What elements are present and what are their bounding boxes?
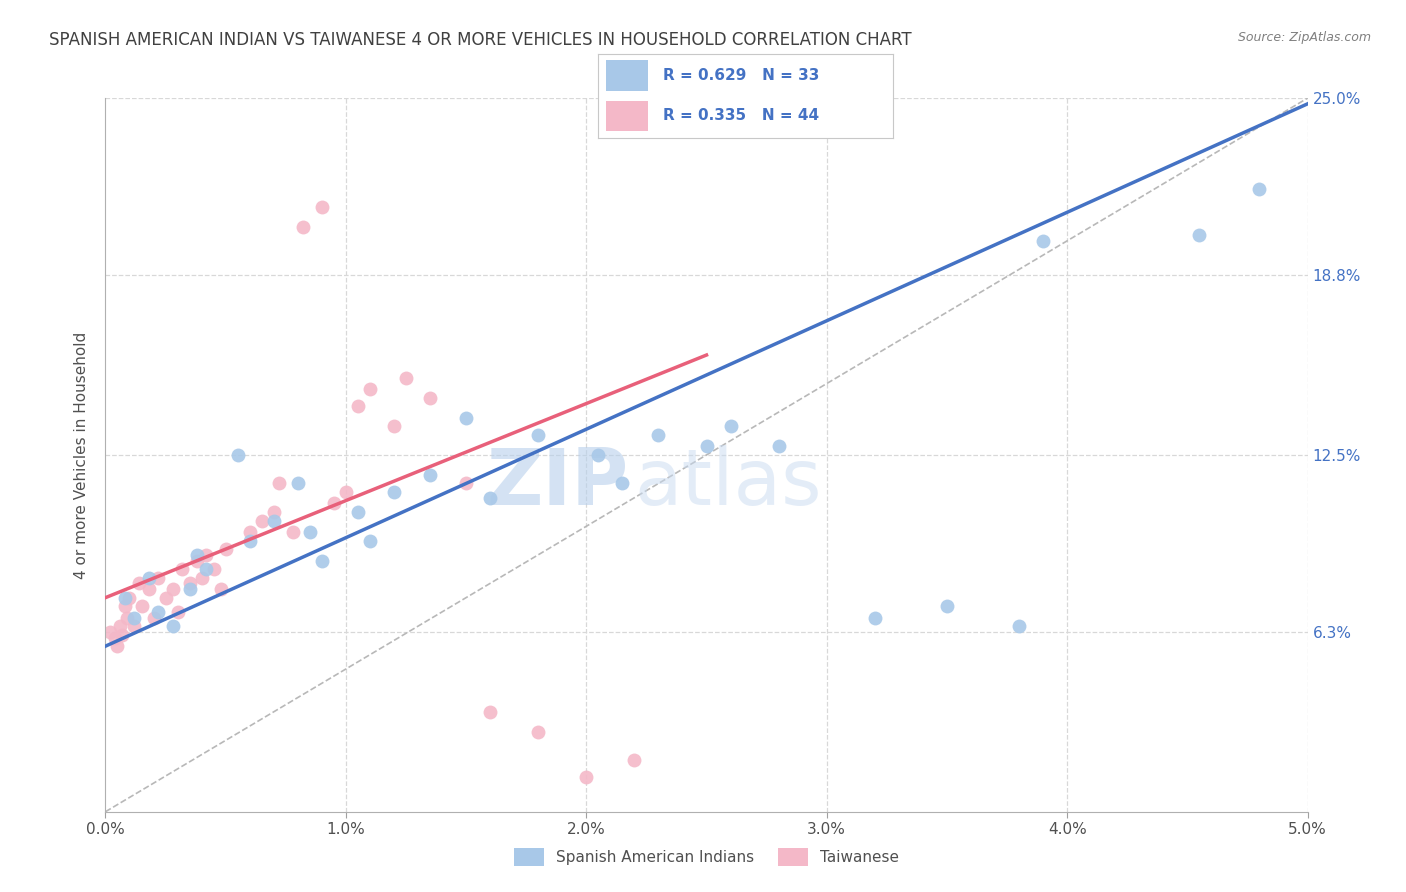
Y-axis label: 4 or more Vehicles in Household: 4 or more Vehicles in Household: [75, 331, 90, 579]
Legend: Spanish American Indians, Taiwanese: Spanish American Indians, Taiwanese: [508, 842, 905, 871]
Point: [1249, 182, 1271, 196]
Point: [1188, 228, 1211, 243]
Point: [863, 610, 886, 624]
Point: [118, 591, 141, 605]
Point: [98, 624, 121, 639]
FancyBboxPatch shape: [606, 101, 648, 131]
Point: [148, 605, 170, 619]
Point: [588, 448, 610, 462]
Point: [936, 599, 959, 614]
Point: [138, 571, 160, 585]
Point: [395, 371, 418, 385]
Point: [214, 542, 236, 557]
Point: [575, 771, 598, 785]
Point: [179, 582, 201, 596]
Point: [250, 514, 273, 528]
Point: [347, 505, 370, 519]
Point: [162, 619, 184, 633]
Point: [104, 631, 127, 645]
Point: [263, 505, 285, 519]
Point: [281, 524, 304, 539]
Point: [612, 476, 634, 491]
Point: [527, 724, 550, 739]
Point: [190, 571, 212, 585]
Point: [335, 485, 357, 500]
Text: atlas: atlas: [634, 445, 823, 522]
Point: [1032, 234, 1054, 248]
Point: [647, 428, 669, 442]
Point: [456, 410, 478, 425]
Point: [419, 391, 441, 405]
Point: [347, 400, 370, 414]
Point: [456, 476, 478, 491]
Point: [291, 219, 314, 234]
Point: [311, 553, 333, 567]
Point: [382, 419, 405, 434]
Point: [148, 571, 170, 585]
Point: [696, 439, 718, 453]
Point: [359, 533, 381, 548]
Point: [479, 705, 502, 719]
Point: [239, 524, 262, 539]
Text: R = 0.629   N = 33: R = 0.629 N = 33: [662, 69, 818, 84]
Point: [108, 619, 131, 633]
Point: [155, 591, 177, 605]
Point: [162, 582, 184, 596]
Point: [382, 485, 405, 500]
Point: [186, 553, 208, 567]
Point: [179, 576, 201, 591]
Point: [359, 382, 381, 396]
Point: [195, 548, 218, 562]
Text: Source: ZipAtlas.com: Source: ZipAtlas.com: [1237, 31, 1371, 45]
Point: [322, 496, 344, 510]
Point: [114, 599, 136, 614]
Point: [115, 610, 138, 624]
Point: [195, 562, 218, 576]
Point: [527, 428, 550, 442]
Point: [263, 514, 285, 528]
Point: [166, 605, 188, 619]
Point: [311, 200, 333, 214]
Point: [768, 439, 790, 453]
Point: [142, 610, 165, 624]
Point: [267, 476, 290, 491]
Point: [209, 582, 232, 596]
Point: [226, 448, 249, 462]
Point: [138, 582, 160, 596]
Point: [419, 467, 441, 482]
Point: [131, 599, 153, 614]
Point: [114, 591, 136, 605]
Point: [172, 562, 194, 576]
Point: [623, 753, 645, 767]
FancyBboxPatch shape: [606, 61, 648, 91]
Point: [202, 562, 225, 576]
Point: [111, 628, 134, 642]
Point: [720, 419, 742, 434]
Point: [124, 610, 146, 624]
Point: [298, 524, 321, 539]
Text: R = 0.335   N = 44: R = 0.335 N = 44: [662, 108, 818, 123]
Text: ZIP: ZIP: [486, 445, 628, 522]
Point: [107, 639, 129, 653]
Point: [124, 619, 146, 633]
Point: [186, 548, 208, 562]
Point: [1008, 619, 1031, 633]
Point: [128, 576, 150, 591]
Point: [287, 476, 309, 491]
Point: [479, 491, 502, 505]
Point: [239, 533, 262, 548]
Text: SPANISH AMERICAN INDIAN VS TAIWANESE 4 OR MORE VEHICLES IN HOUSEHOLD CORRELATION: SPANISH AMERICAN INDIAN VS TAIWANESE 4 O…: [49, 31, 912, 49]
